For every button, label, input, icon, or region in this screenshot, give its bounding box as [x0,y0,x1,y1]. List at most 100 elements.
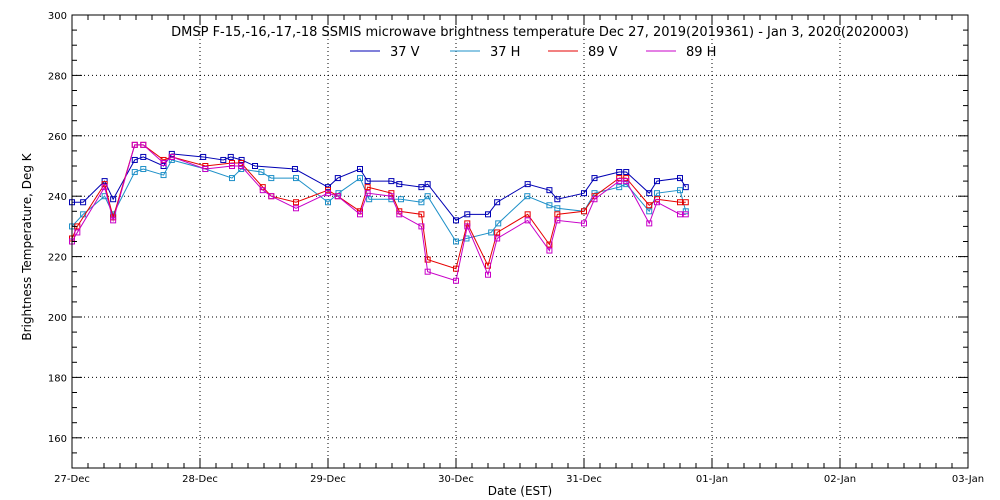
data-point [293,199,299,206]
data-point [546,241,553,248]
series-line [72,153,687,221]
data-point [524,211,531,218]
x-tick-label: 29-Dec [310,474,346,485]
data-point [80,199,87,206]
data-point [494,235,501,242]
y-tick-label: 260 [48,132,67,143]
x-tick-label: 01-Jan [696,474,728,485]
data-point [325,190,331,197]
data-point [397,196,404,203]
series-layer [69,141,689,284]
y-tick-label: 180 [48,373,67,384]
data-point [495,220,502,227]
data-point [524,217,531,224]
plot-frame [71,14,969,469]
x-tick-label: 27-Dec [54,474,90,485]
data-point [364,178,371,185]
y-tick-label: 240 [48,192,67,203]
data-point [554,211,561,218]
series-line [71,144,686,282]
data-point [131,141,138,148]
data-point [200,153,207,160]
data-point [623,178,630,185]
data-point [357,166,363,173]
data-point [646,202,653,209]
data-point [238,156,245,163]
data-point [110,196,117,203]
data-point [140,153,147,160]
data-point [494,229,501,236]
data-point [268,175,275,182]
data-point [229,159,235,166]
data-point [388,178,395,185]
data-point [418,199,425,206]
legend-entry: 89 H [646,45,716,60]
y-tick-label: 300 [48,11,67,22]
series-89-h [69,141,689,284]
data-point [229,163,235,169]
data-point [335,190,342,197]
data-point [554,196,561,203]
data-point [682,184,689,191]
data-point [616,169,623,176]
axes [71,14,969,469]
data-point [364,184,371,191]
data-point [131,156,138,163]
data-point [677,211,683,218]
data-point [623,175,630,182]
legend-entry: 37 H [450,45,520,60]
y-tick-label: 200 [48,313,67,324]
data-point [453,277,459,284]
x-tick-label: 02-Jan [824,474,856,485]
x-tick-label: 30-Dec [438,474,474,485]
x-tick-label: 28-Dec [182,474,218,485]
legend: 37 V 37 H 89 V 89 H [350,45,716,60]
legend-label: 89 V [588,45,618,60]
data-point [646,208,653,215]
data-point [101,184,108,191]
data-point [293,205,299,212]
data-point [74,229,81,236]
data-point [653,178,660,185]
data-point [140,166,147,173]
data-point [357,211,363,218]
data-point [418,211,425,218]
series-89-v [69,141,689,272]
data-point [677,199,683,206]
data-point [227,153,234,160]
data-point [546,202,553,209]
y-axis-label: Brightness Temperature, Deg K [20,152,34,340]
data-point [396,211,403,218]
data-point [202,166,209,173]
data-point [616,178,623,185]
data-point [334,175,341,182]
data-point [554,205,561,212]
data-point [453,238,459,245]
data-point [291,166,298,173]
series-line [71,144,686,270]
data-point [581,208,587,215]
data-point [252,163,259,169]
data-point [160,172,167,179]
data-point [464,211,471,218]
x-tick-label: 31-Dec [566,474,602,485]
data-point [424,256,431,263]
data-point [494,199,501,206]
y-tick-label: 280 [48,71,67,82]
y-tick-label: 160 [48,434,67,445]
legend-label: 37 H [490,45,520,60]
data-point [325,199,331,206]
data-point [546,247,553,254]
data-point [581,220,587,227]
data-point [653,190,660,197]
data-point [682,211,689,218]
data-point [388,190,395,197]
data-point [682,199,689,206]
data-point [464,223,471,230]
data-point [220,156,227,163]
data-point [623,169,630,176]
data-point [616,184,623,191]
x-axis-label: Date (EST) [488,484,552,498]
data-point [396,181,403,188]
